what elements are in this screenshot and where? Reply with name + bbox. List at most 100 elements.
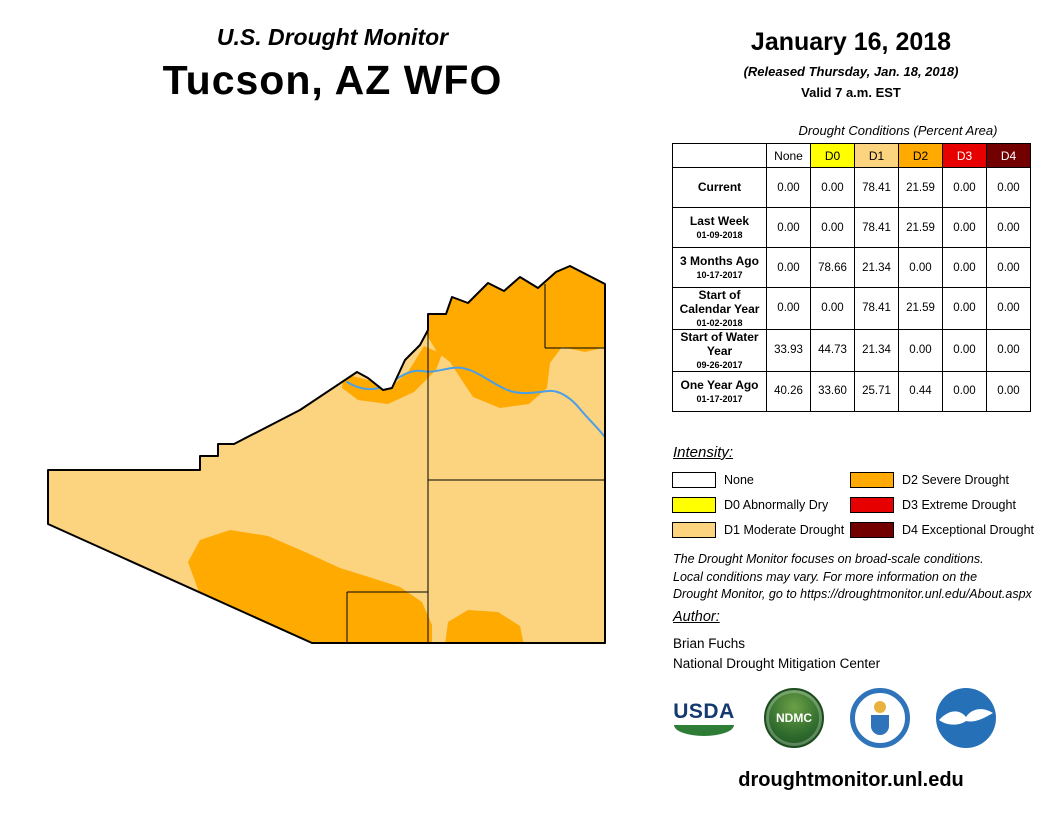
- cell-value: 44.73: [810, 328, 855, 372]
- author-name: Brian Fuchs: [673, 636, 746, 651]
- table-title: Drought Conditions (Percent Area): [798, 123, 998, 138]
- cell-value: 0.00: [766, 167, 811, 208]
- cell-value: 0.00: [898, 328, 943, 372]
- map-outline: [47, 265, 606, 644]
- cell-value: 0.00: [942, 370, 987, 412]
- cell-value: 33.60: [810, 370, 855, 412]
- cell-value: 78.41: [854, 207, 899, 248]
- table-row-current: Current 0.00 0.00 78.41 21.59 0.00 0.00: [672, 167, 1031, 208]
- swatch-none: [672, 471, 716, 488]
- legend-label: D3 Extreme Drought: [902, 497, 1016, 512]
- disclaimer-line3: Drought Monitor, go to https://droughtmo…: [673, 587, 1032, 601]
- col-d2: D2: [898, 143, 943, 168]
- legend-item-d3: D3 Extreme Drought: [850, 496, 1040, 513]
- intensity-legend: None D0 Abnormally Dry D1 Moderate Droug…: [672, 467, 1040, 542]
- row-label-cell: Start of Calendar Year 01-02-2018: [672, 287, 767, 330]
- cell-value: 78.66: [810, 247, 855, 288]
- row-label-cell: Last Week 01-09-2018: [672, 207, 767, 248]
- cell-value: 0.00: [766, 287, 811, 330]
- cell-value: 0.00: [898, 247, 943, 288]
- cell-value: 0.00: [986, 207, 1031, 248]
- col-d0: D0: [810, 143, 855, 168]
- row-label: Current: [697, 179, 742, 194]
- noaa-logo: [936, 688, 996, 748]
- row-date: 10-17-2017: [696, 269, 743, 280]
- legend-label: D1 Moderate Drought: [724, 522, 845, 537]
- col-d1: D1: [854, 143, 899, 168]
- cell-value: 21.59: [898, 207, 943, 248]
- disclaimer-line1: The Drought Monitor focuses on broad-sca…: [673, 552, 984, 566]
- col-none: None: [766, 143, 811, 168]
- title-block: U.S. Drought Monitor Tucson, AZ WFO: [60, 24, 605, 104]
- page-title: Tucson, AZ WFO: [162, 57, 503, 103]
- cell-value: 21.59: [898, 287, 943, 330]
- row-label-cell: Current: [672, 167, 767, 208]
- cell-value: 21.34: [854, 247, 899, 288]
- swatch-d2: [850, 471, 894, 488]
- cell-value: 21.34: [854, 328, 899, 372]
- legend-title: Intensity:: [673, 444, 734, 461]
- legend-item-none: None: [672, 471, 850, 488]
- table-row-start-calendar-year: Start of Calendar Year 01-02-2018 0.00 0…: [672, 287, 1031, 330]
- row-label: Last Week: [689, 213, 750, 228]
- legend-label: D2 Severe Drought: [902, 472, 1010, 487]
- row-date: 01-02-2018: [696, 317, 743, 328]
- cell-value: 0.00: [986, 287, 1031, 330]
- row-label-cell: One Year Ago 01-17-2017: [672, 370, 767, 412]
- swatch-d4: [850, 521, 894, 538]
- row-label: 3 Months Ago: [680, 253, 759, 268]
- usda-logo: USDA: [670, 700, 738, 736]
- cell-value: 0.00: [942, 247, 987, 288]
- legend-label: D0 Abnormally Dry: [724, 497, 829, 512]
- commerce-crest-icon: [874, 701, 886, 713]
- table-row-3-months-ago: 3 Months Ago 10-17-2017 0.00 78.66 21.34…: [672, 247, 1031, 288]
- legend-item-d2: D2 Severe Drought: [850, 471, 1040, 488]
- row-date: 01-17-2017: [696, 393, 743, 404]
- swatch-d0: [672, 496, 716, 513]
- table-row-last-week: Last Week 01-09-2018 0.00 0.00 78.41 21.…: [672, 207, 1031, 248]
- noaa-bird-icon: [939, 709, 993, 725]
- corner-cell: [672, 143, 767, 168]
- swatch-d3: [850, 496, 894, 513]
- commerce-shield-icon: [871, 715, 889, 735]
- disclaimer-text: The Drought Monitor focuses on broad-sca…: [673, 551, 1045, 604]
- valid-time: Valid 7 a.m. EST: [801, 85, 901, 100]
- legend-item-d0: D0 Abnormally Dry: [672, 496, 850, 513]
- cell-value: 0.00: [766, 247, 811, 288]
- table-header-row: None D0 D1 D2 D3 D4: [672, 143, 1031, 168]
- legend-label: D4 Exceptional Drought: [902, 522, 1035, 537]
- logo-row: USDA NDMC: [670, 688, 996, 748]
- row-label: Start of Water Year: [680, 329, 759, 358]
- ndmc-logo-text: NDMC: [776, 711, 812, 725]
- cell-value: 21.59: [898, 167, 943, 208]
- col-d4: D4: [986, 143, 1031, 168]
- usda-logo-text: USDA: [673, 700, 735, 723]
- cell-value: 0.44: [898, 370, 943, 412]
- cell-value: 0.00: [942, 328, 987, 372]
- cell-value: 78.41: [854, 287, 899, 330]
- cell-value: 25.71: [854, 370, 899, 412]
- row-date: 09-26-2017: [696, 359, 743, 370]
- legend-item-d4: D4 Exceptional Drought: [850, 521, 1040, 538]
- ndmc-logo: NDMC: [764, 688, 824, 748]
- program-title: U.S. Drought Monitor: [216, 24, 449, 50]
- disclaimer-line2: Local conditions may vary. For more info…: [673, 569, 978, 584]
- row-label-cell: 3 Months Ago 10-17-2017: [672, 247, 767, 288]
- col-d3: D3: [942, 143, 987, 168]
- footer-url: droughtmonitor.unl.edu: [738, 769, 964, 791]
- row-label-cell: Start of Water Year 09-26-2017: [672, 328, 767, 372]
- row-label: One Year Ago: [680, 377, 759, 392]
- table-row-one-year-ago: One Year Ago 01-17-2017 40.26 33.60 25.7…: [672, 370, 1031, 412]
- cell-value: 0.00: [986, 370, 1031, 412]
- commerce-seal-logo: [850, 688, 910, 748]
- row-label: Start of Calendar Year: [679, 288, 760, 316]
- cell-value: 40.26: [766, 370, 811, 412]
- released-date: (Released Thursday, Jan. 18, 2018): [743, 64, 959, 79]
- cell-value: 0.00: [766, 207, 811, 248]
- cell-value: 0.00: [986, 247, 1031, 288]
- cell-value: 0.00: [942, 167, 987, 208]
- drought-conditions-table: None D0 D1 D2 D3 D4 Current 0.00 0.00 78…: [672, 143, 1031, 412]
- author-title: Author:: [673, 609, 720, 625]
- d2-patch-south-small: [443, 610, 527, 643]
